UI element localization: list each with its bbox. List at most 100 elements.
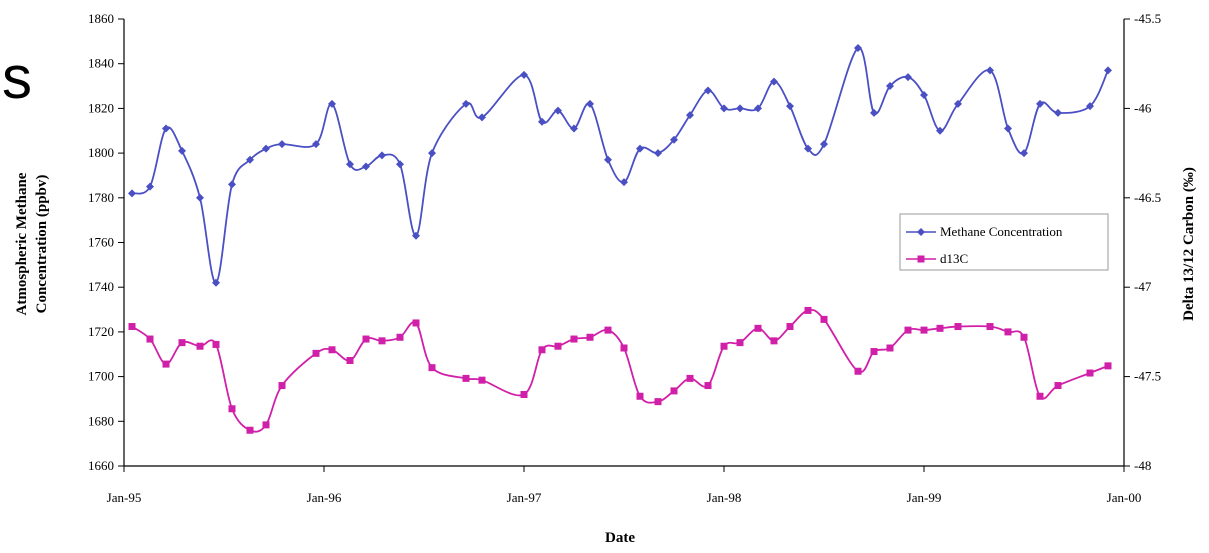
data-point-square: [262, 421, 270, 429]
data-point-square: [178, 339, 186, 347]
x-tick-label: Jan-00: [1107, 490, 1142, 505]
data-point-diamond: [820, 140, 828, 149]
data-point-square: [146, 335, 154, 343]
y-axis-title-line-1: Atmospheric Methane: [14, 172, 30, 315]
data-point-square: [1004, 328, 1012, 336]
data-point-diamond: [604, 155, 612, 164]
x-tick-label: Jan-98: [707, 490, 742, 505]
x-tick-label: Jan-96: [307, 490, 342, 505]
x-ticks: Jan-95 Jan-96 Jan-97 Jan-98 Jan-99 Jan-00: [107, 466, 1142, 505]
data-point-square: [786, 323, 794, 331]
legend-label-methane: Methane Concentration: [940, 224, 1063, 239]
series-layer: [128, 44, 1112, 434]
right-tick-label: -46: [1134, 100, 1152, 115]
right-tick-label: -48: [1134, 458, 1151, 473]
left-tick-label: 1760: [88, 235, 114, 250]
data-point-diamond: [854, 44, 862, 53]
legend-box: [899, 213, 1109, 271]
cropped-text-fragment: s: [2, 44, 32, 111]
data-point-square: [1020, 333, 1028, 341]
data-point-square: [1086, 369, 1094, 377]
data-point-square: [670, 387, 678, 395]
legend-item-methane: Methane Concentration: [906, 224, 1063, 239]
data-point-square: [886, 344, 894, 352]
data-point-square: [954, 323, 962, 331]
data-point-diamond: [720, 104, 728, 113]
data-point-diamond: [704, 86, 712, 95]
data-point-square: [1104, 362, 1112, 370]
data-point-square: [312, 349, 320, 357]
left-tick-label: 1860: [88, 11, 114, 26]
data-point-square: [196, 342, 204, 350]
data-point-diamond: [520, 70, 528, 79]
data-point-square: [854, 367, 862, 375]
data-point-square: [704, 382, 712, 390]
data-point-diamond: [196, 193, 204, 202]
data-point-diamond: [1004, 124, 1012, 133]
data-point-diamond: [146, 182, 154, 191]
axis-titles: Atmospheric Methane Concentration (ppbv)…: [14, 167, 1197, 546]
data-point-diamond: [328, 99, 336, 108]
data-point-square: [212, 340, 220, 348]
data-point-square: [128, 323, 136, 331]
data-point-square: [804, 306, 812, 314]
data-point-square: [770, 337, 778, 345]
data-point-diamond: [904, 73, 912, 82]
data-point-diamond: [1104, 66, 1112, 75]
legend-item-d13c: d13C: [906, 251, 968, 266]
data-point-diamond: [362, 162, 370, 171]
data-point-square: [228, 405, 236, 413]
data-point-diamond: [246, 155, 254, 164]
data-point-diamond: [636, 144, 644, 153]
data-point-diamond: [312, 140, 320, 149]
right-tick-label: -46.5: [1134, 190, 1161, 205]
data-point-diamond: [770, 77, 778, 86]
data-point-square: [986, 323, 994, 331]
data-point-diamond: [278, 140, 286, 149]
data-point-square: [870, 348, 878, 356]
data-point-square: [904, 326, 912, 334]
data-point-diamond: [954, 99, 962, 108]
data-point-square: [620, 344, 628, 352]
data-point-diamond: [570, 124, 578, 133]
data-point-diamond: [1036, 99, 1044, 108]
series-line-d13c: [131, 309, 1109, 433]
data-point-diamond: [228, 180, 236, 189]
data-point-square: [538, 346, 546, 354]
data-point-diamond: [1020, 149, 1028, 158]
data-point-diamond: [654, 149, 662, 158]
data-point-square: [328, 346, 336, 354]
data-point-square: [362, 335, 370, 343]
data-point-square: [570, 335, 578, 343]
data-point-square: [1036, 392, 1044, 400]
legend-marker-diamond: [917, 228, 925, 236]
left-tick-label: 1840: [88, 56, 114, 71]
x-tick-label: Jan-95: [107, 490, 142, 505]
data-point-diamond: [804, 144, 812, 153]
data-point-square: [604, 326, 612, 334]
x-tick-label: Jan-97: [507, 490, 542, 505]
data-point-square: [686, 374, 694, 382]
series-d13c: [128, 306, 1112, 434]
data-point-diamond: [478, 113, 486, 122]
data-point-square: [920, 326, 928, 334]
data-point-square: [346, 357, 354, 365]
data-point-square: [720, 342, 728, 350]
data-point-diamond: [1054, 108, 1062, 117]
data-point-square: [162, 360, 170, 368]
legend: Methane Concentration d13C: [899, 213, 1109, 271]
left-tick-label: 1780: [88, 190, 114, 205]
data-point-diamond: [396, 160, 404, 169]
data-point-square: [278, 382, 286, 390]
data-point-square: [412, 319, 420, 327]
data-point-diamond: [886, 82, 894, 91]
left-tick-label: 1660: [88, 458, 114, 473]
data-point-square: [820, 315, 828, 323]
left-tick-label: 1800: [88, 145, 114, 160]
data-point-square: [636, 392, 644, 400]
left-tick-label: 1680: [88, 413, 114, 428]
axes: 1660 1680 1700 1720 1740 1760 1780 1800 1820 1840…: [88, 11, 1161, 505]
left-ticks: 1660 1680 1700 1720 1740 1760 1780 1800 1820 1840…: [88, 11, 124, 473]
